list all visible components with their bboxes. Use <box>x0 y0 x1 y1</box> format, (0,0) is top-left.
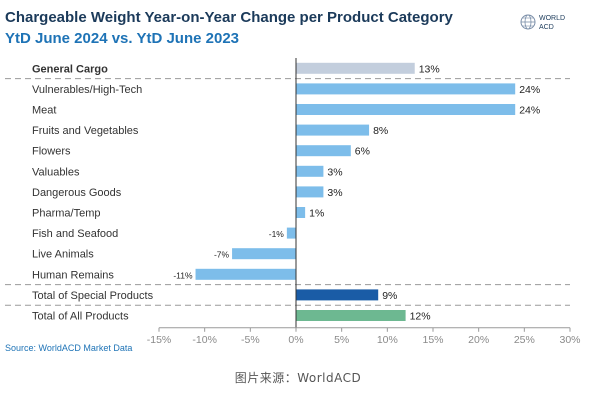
category-label: Live Animals <box>32 249 94 261</box>
x-tick-label: 25% <box>514 334 535 346</box>
data-label: 24% <box>519 105 540 117</box>
bar <box>296 62 415 74</box>
category-label: Flowers <box>32 146 71 158</box>
plot-area: General Cargo 13% Vulnerables/High-Tech 24%… <box>5 58 581 346</box>
data-label: -7% <box>214 250 230 260</box>
worldacd-logo: WORLD ACD <box>520 14 565 31</box>
category-label: Total of All Products <box>32 311 129 323</box>
x-tick-label: 15% <box>422 334 443 346</box>
x-tick-label: 30% <box>559 334 580 346</box>
bar <box>296 310 406 321</box>
data-label: -11% <box>173 270 193 280</box>
data-label: 3% <box>327 166 342 178</box>
data-label: 1% <box>309 208 324 220</box>
source-note: Source: WorldACD Market Data <box>5 343 132 353</box>
category-label: Meat <box>32 105 56 117</box>
logo-line1: WORLD <box>539 15 565 22</box>
data-label: -1% <box>269 229 285 239</box>
data-label: 9% <box>382 290 397 302</box>
bar <box>296 165 324 177</box>
data-label: 12% <box>410 311 431 323</box>
bar <box>296 83 516 95</box>
category-label: Dangerous Goods <box>32 187 122 199</box>
category-label: General Cargo <box>32 63 108 75</box>
x-tick-label: 20% <box>468 334 489 346</box>
data-label: 13% <box>419 63 440 75</box>
globe-icon <box>520 14 536 30</box>
bar <box>296 124 370 136</box>
data-label: 8% <box>373 125 388 137</box>
data-label: 6% <box>355 146 370 158</box>
bar <box>286 227 296 239</box>
category-label: Vulnerables/High-Tech <box>32 84 142 96</box>
chart-subtitle: YtD June 2024 vs. YtD June 2023 <box>5 30 239 47</box>
bar <box>296 186 324 198</box>
bar <box>296 207 306 218</box>
bar <box>296 289 379 301</box>
category-label: Total of Special Products <box>32 290 154 302</box>
x-tick-label: -10% <box>192 334 217 346</box>
bar <box>232 248 296 260</box>
logo-line2: ACD <box>539 24 554 31</box>
bar <box>296 104 516 115</box>
x-tick-label: -5% <box>241 334 260 346</box>
category-label: Pharma/Temp <box>32 208 100 220</box>
bar <box>296 145 351 157</box>
category-label: Fruits and Vegetables <box>32 125 139 137</box>
x-tick-label: 10% <box>377 334 398 346</box>
data-label: 3% <box>327 187 342 199</box>
x-tick-label: 0% <box>288 334 303 346</box>
image-caption: 图片来源：WorldACD <box>235 371 362 385</box>
category-label: Valuables <box>32 166 80 178</box>
chart-title: Chargeable Weight Year-on-Year Change pe… <box>5 9 454 26</box>
x-tick-label: 5% <box>334 334 349 346</box>
x-tick-label: -15% <box>147 334 172 346</box>
category-label: Human Remains <box>32 269 114 281</box>
category-label: Fish and Seafood <box>32 228 118 240</box>
data-label: 24% <box>519 84 540 96</box>
bar <box>195 268 296 280</box>
